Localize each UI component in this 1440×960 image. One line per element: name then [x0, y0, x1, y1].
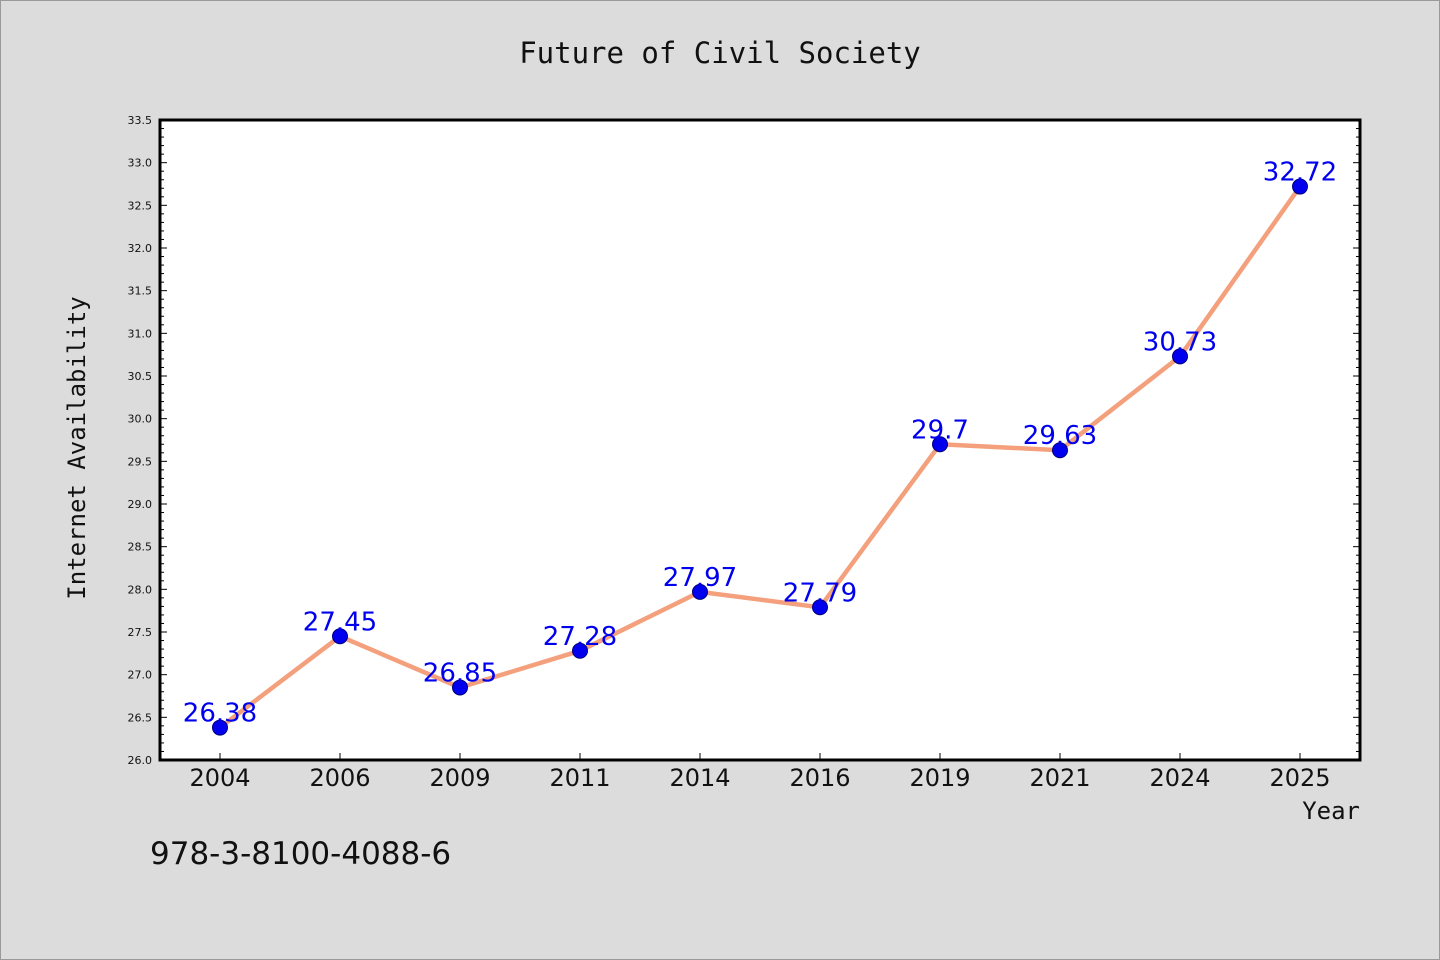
x-tick-label: 2014	[669, 764, 730, 792]
data-point-marker	[812, 599, 828, 616]
data-label: 27.28	[543, 622, 617, 652]
data-label: 32.72	[1263, 158, 1337, 188]
y-tick-label: 31.5	[128, 285, 153, 298]
data-label: 29.7	[911, 415, 969, 445]
y-tick-label: 28.0	[128, 583, 153, 596]
y-tick-label: 29.5	[128, 455, 153, 468]
x-tick-label: 2011	[549, 764, 610, 792]
y-tick-label: 27.0	[128, 669, 153, 682]
data-point-marker	[1292, 178, 1308, 195]
data-label: 26.38	[183, 699, 257, 729]
x-tick-label: 2016	[789, 764, 850, 792]
plot-frame	[158, 118, 1362, 762]
y-tick-label: 30.0	[128, 413, 153, 426]
x-axis-ticks: 2004 2006 2009 2011 2014 2016 2019 2021 2024 2025	[189, 753, 1331, 792]
y-tick-label: 33.5	[128, 114, 153, 127]
y-tick-label: 33.0	[128, 157, 153, 170]
chart-title: Future of Civil Society	[519, 36, 921, 70]
data-point-marker	[932, 436, 948, 453]
data-label: 30.73	[1143, 327, 1217, 357]
y-tick-label: 32.5	[128, 199, 153, 212]
y-tick-label: 27.5	[128, 626, 153, 639]
data-label: 29.63	[1023, 421, 1097, 451]
x-tick-label: 2009	[429, 764, 490, 792]
data-point-marker	[212, 719, 228, 736]
data-point-marker	[332, 628, 348, 645]
y-tick-label: 28.5	[128, 541, 153, 554]
x-tick-label: 2019	[909, 764, 970, 792]
x-tick-label: 2025	[1269, 764, 1330, 792]
data-label: 27.97	[663, 563, 737, 593]
y-tick-label: 32.0	[128, 242, 153, 255]
data-point-marker	[1052, 442, 1068, 459]
y-axis-label: Internet Availability	[63, 296, 91, 599]
y-tick-label: 26.0	[128, 754, 153, 767]
x-tick-label: 2021	[1029, 764, 1090, 792]
data-label: 27.45	[303, 607, 377, 637]
x-tick-label: 2024	[1149, 764, 1210, 792]
data-label: 27.79	[783, 578, 857, 608]
y-tick-label: 26.5	[128, 711, 153, 724]
y-tick-label: 29.0	[128, 498, 153, 511]
footnote-isbn: 978-3-8100-4088-6	[150, 836, 451, 872]
y-axis-ticks: 26.0 26.5 27.0 27.5 28.0 28.5 29.0 29.5 30.0 30.5…	[128, 114, 1360, 767]
data-point-marker	[1172, 348, 1188, 365]
x-tick-label: 2004	[189, 764, 250, 792]
data-point-marker	[692, 583, 708, 600]
plot-area	[160, 120, 1360, 760]
data-labels: 26.38 27.45 26.85 27.28 27.97 27.79 29.7 29.63 3…	[183, 158, 1337, 729]
data-point-marker	[452, 679, 468, 696]
y-tick-label: 30.5	[128, 370, 153, 383]
series-line	[218, 185, 1302, 730]
series-markers	[212, 178, 1308, 736]
x-axis-label: Year	[1302, 797, 1360, 825]
x-tick-label: 2006	[309, 764, 370, 792]
data-point-marker	[572, 642, 588, 659]
data-label: 26.85	[423, 658, 497, 688]
y-tick-label: 31.0	[128, 327, 153, 340]
